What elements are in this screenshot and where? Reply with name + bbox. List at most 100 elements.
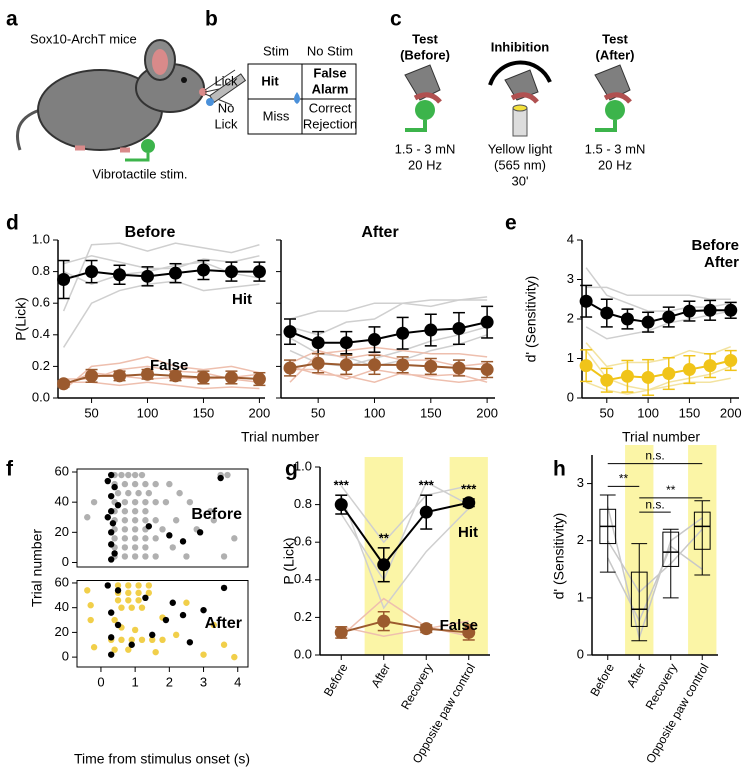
scatter-point <box>217 474 224 482</box>
row-label: Lick <box>214 73 238 88</box>
scatter-point <box>196 529 204 536</box>
step-title: (Before) <box>400 47 450 62</box>
comparison-label: ** <box>666 483 676 497</box>
scatter-point <box>108 651 115 658</box>
trace-line <box>289 365 488 383</box>
trace-line <box>62 280 260 348</box>
data-point <box>367 333 381 347</box>
step-title: Test <box>602 31 628 46</box>
data-point <box>419 505 433 519</box>
data-point <box>396 326 410 340</box>
data-point <box>579 294 593 308</box>
scatter-point <box>114 621 122 629</box>
y-tick-label: 20 <box>55 524 69 539</box>
scatter-point <box>108 529 115 536</box>
scatter-point <box>111 616 118 624</box>
panel-letter: d <box>6 212 19 235</box>
scatter-point <box>121 517 129 524</box>
legend-label: After <box>704 254 739 271</box>
scatter-point <box>145 582 153 589</box>
series-label: False <box>150 357 188 374</box>
y-tick-label: 40 <box>55 599 69 614</box>
y-tick-label: 0.8 <box>294 496 312 511</box>
data-point <box>85 369 99 383</box>
step-title: Test <box>412 31 438 46</box>
y-tick-label: 4 <box>567 231 574 246</box>
y-tick-label: 0.8 <box>32 263 50 278</box>
x-axis-label: Trial number <box>622 429 700 445</box>
data-point <box>480 315 494 329</box>
data-point <box>641 370 655 384</box>
scatter-point <box>131 508 139 515</box>
data-point <box>339 358 353 372</box>
chart-title: After <box>361 224 398 241</box>
data-point <box>141 269 155 283</box>
data-point <box>620 369 634 383</box>
data-point <box>703 303 717 317</box>
scatter-point <box>114 587 122 594</box>
scatter-point <box>114 501 122 509</box>
scatter-point <box>179 611 187 619</box>
significance-label: *** <box>334 478 350 493</box>
scatter-point <box>200 651 207 658</box>
x-category-label: After <box>624 661 649 690</box>
x-tick-label: 200 <box>249 405 271 420</box>
plot-frame <box>76 580 249 668</box>
y-tick-label: 3 <box>577 475 584 490</box>
data-point <box>600 373 614 387</box>
y-tick-label: 0 <box>577 646 584 661</box>
y-axis-label: P(Lick) <box>13 297 29 341</box>
scatter-point <box>145 589 153 597</box>
scatter-point <box>142 517 149 524</box>
x-tick-label: 50 <box>84 405 98 420</box>
scatter-point <box>121 535 129 542</box>
cell-text: False <box>313 65 346 80</box>
comparison-label: ** <box>619 472 629 486</box>
legend-label: Before <box>691 237 739 254</box>
column-header: No Stim <box>307 43 353 58</box>
scatter-point <box>135 589 142 597</box>
data-point <box>724 353 738 367</box>
y-tick-label: 60 <box>55 463 69 478</box>
cell-text: Correct <box>309 100 352 115</box>
box <box>693 511 711 550</box>
scatter-point <box>210 621 217 629</box>
scatter-point <box>145 523 153 530</box>
scatter-point <box>125 582 132 589</box>
step-desc: 30' <box>512 173 529 188</box>
cell-text: Hit <box>261 73 279 88</box>
x-tick-label: 50 <box>600 405 614 420</box>
data-point <box>641 315 655 329</box>
y-tick-label: 1.0 <box>32 231 50 246</box>
data-point <box>600 306 614 320</box>
data-point <box>252 265 266 279</box>
scatter-point <box>121 526 129 533</box>
scatter-point <box>128 604 135 611</box>
data-point <box>480 363 494 377</box>
scatter-point <box>111 550 118 557</box>
scatter-point <box>128 641 135 648</box>
scatter-point <box>149 636 156 644</box>
x-tick-label: 200 <box>720 405 742 420</box>
scatter-point <box>159 636 166 644</box>
scatter-point <box>114 582 122 589</box>
scatter-point <box>169 599 176 606</box>
scatter-point <box>125 646 132 653</box>
data-point <box>424 323 438 337</box>
x-tick-label: 200 <box>476 405 498 420</box>
scatter-point <box>138 471 146 479</box>
scatter-point <box>108 541 115 548</box>
scatter-point <box>224 471 231 479</box>
cell-text: Rejection <box>303 116 357 131</box>
y-tick-label: 0 <box>567 389 574 404</box>
scatter-point <box>111 483 118 491</box>
scatter-point <box>220 641 228 648</box>
y-axis-label: Trial number <box>29 529 45 607</box>
x-axis-label: Time from stimulus onset (s) <box>74 751 250 767</box>
comparison-label: n.s. <box>645 497 664 511</box>
y-tick-label: 2 <box>577 532 584 547</box>
x-tick-label: 0 <box>97 674 104 689</box>
data-point <box>334 625 348 639</box>
data-point <box>703 359 717 373</box>
x-tick-label: 1 <box>132 674 139 689</box>
